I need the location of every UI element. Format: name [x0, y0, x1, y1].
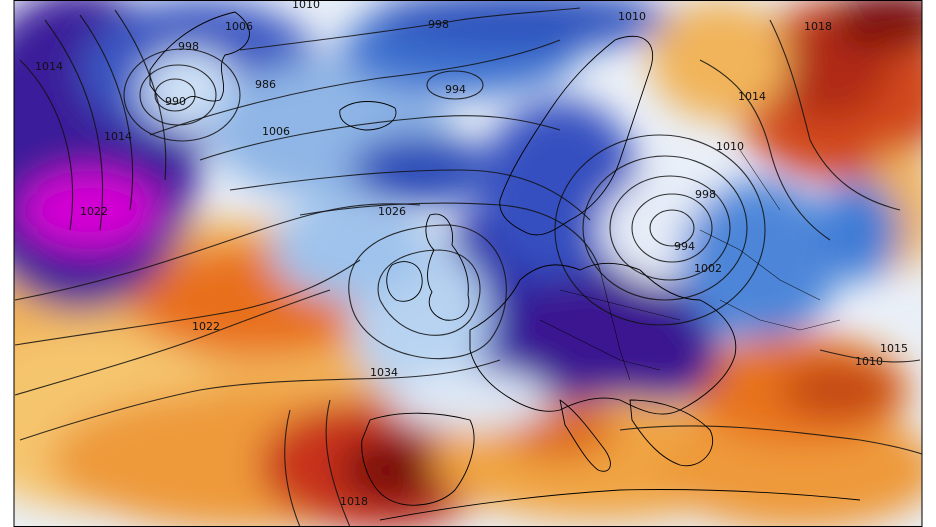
pressure-label: 1006: [225, 20, 253, 33]
isobar-line: [699, 59, 831, 241]
right-margin: [922, 0, 936, 527]
isobar-line: [631, 193, 713, 263]
isobar-line: [14, 259, 361, 346]
pressure-label: 1015: [880, 342, 908, 355]
isobar-line: [284, 409, 301, 527]
border-line: [719, 299, 841, 331]
isobar-line: [426, 70, 484, 100]
pressure-label: 998: [695, 188, 716, 201]
isobar-line: [609, 175, 731, 281]
border-line: [539, 319, 661, 371]
border-line: [699, 229, 821, 301]
isobar-line: [325, 399, 351, 527]
pressure-label: 1022: [80, 205, 108, 218]
isobar-line: [19, 59, 74, 231]
pressure-label: 990: [165, 95, 186, 108]
isobar-line: [348, 224, 507, 360]
pressure-label: 1002: [694, 262, 722, 275]
isobar-line: [229, 169, 591, 221]
pressure-label: 986: [255, 78, 276, 91]
isobar-line: [582, 155, 748, 301]
pressure-label: 1006: [262, 125, 290, 138]
coastline-greenland: [149, 11, 250, 105]
isobar-line: [377, 249, 481, 336]
isobar-line: [819, 349, 921, 363]
border-line: [559, 289, 681, 321]
pressure-label: 1034: [370, 366, 398, 379]
isobar-line: [79, 14, 134, 211]
pressure-label: 1014: [738, 90, 766, 103]
coastline-iberia: [361, 412, 475, 506]
border-line: [599, 269, 631, 381]
coastline-africa: [379, 489, 861, 521]
isobar-line: [149, 39, 561, 136]
left-margin: [0, 0, 14, 527]
coastline-ireland: [386, 261, 423, 302]
isobar-line: [123, 48, 241, 142]
coastline-italy: [559, 399, 611, 472]
isobar-line: [199, 115, 561, 161]
coastline-britain: [425, 213, 470, 321]
coastline-balkans: [629, 399, 714, 467]
isobar-line: [139, 64, 217, 126]
coastlines: [149, 11, 861, 521]
country-borders: [539, 149, 841, 381]
isobar-line: [154, 78, 196, 112]
coastline-scandinavia: [499, 35, 653, 236]
pressure-label: 1014: [104, 130, 132, 143]
pressure-label: 1010: [716, 140, 744, 153]
pressure-label: 994: [674, 240, 695, 253]
isobar-line: [649, 209, 695, 247]
isobar-line: [619, 425, 926, 456]
pressure-label: 1010: [292, 0, 320, 11]
pressure-label: 1026: [378, 205, 406, 218]
isobar-line: [19, 359, 501, 441]
pressure-labels: 998 1010 998 1006 990 986 994 1010 1010 …: [35, 0, 908, 508]
isobar-line: [299, 202, 601, 271]
pressure-label: 998: [178, 40, 199, 53]
coastline-continent: [469, 262, 737, 415]
isobar-contours: [14, 7, 926, 527]
coastline-iceland: [339, 101, 397, 131]
pressure-label: 1018: [340, 495, 368, 508]
isobar-line: [44, 19, 104, 231]
pressure-label: 998: [428, 18, 449, 31]
pressure-label: 1010: [618, 10, 646, 23]
pressure-label: 1022: [192, 320, 220, 333]
pressure-label: 994: [445, 83, 466, 96]
pressure-label: 1018: [804, 20, 832, 33]
isobar-line: [239, 7, 581, 51]
pressure-label: 1014: [35, 60, 63, 73]
isobar-line: [769, 19, 901, 211]
border-line: [739, 149, 781, 211]
pressure-label: 1010: [855, 355, 883, 368]
isobar-line: [554, 134, 766, 326]
isobar-line: [14, 289, 331, 396]
isobar-line: [14, 203, 421, 301]
